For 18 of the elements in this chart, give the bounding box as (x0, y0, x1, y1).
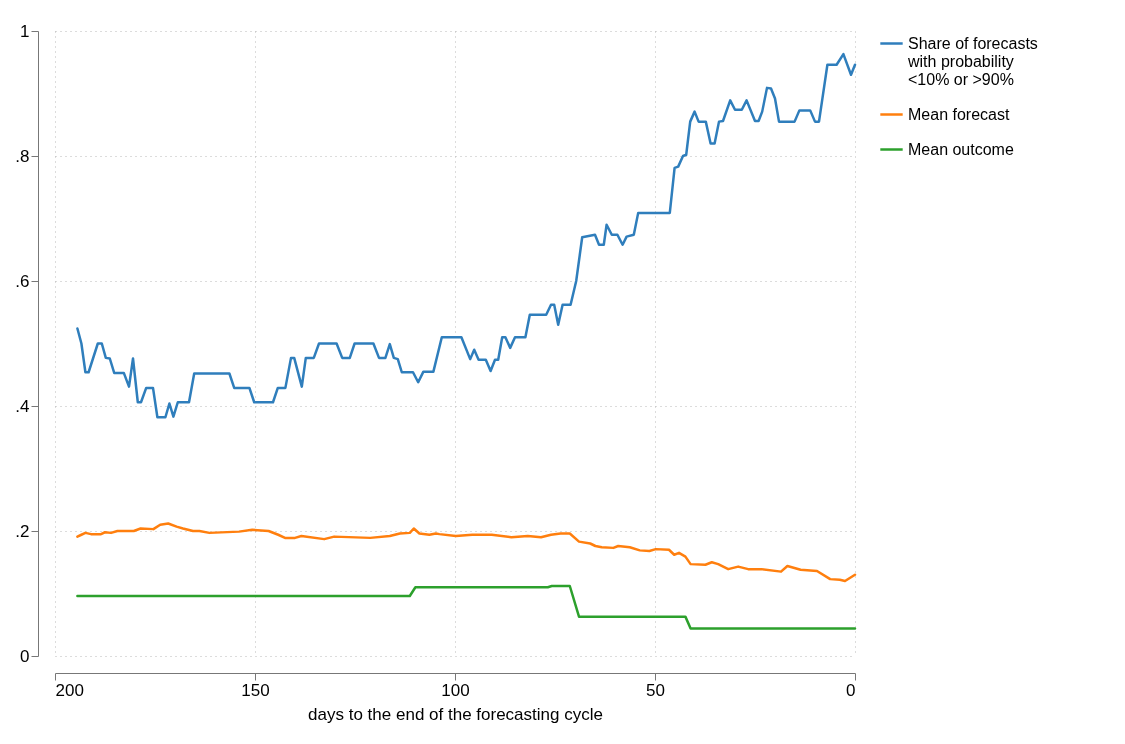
x-axis-title: days to the end of the forecasting cycle (308, 704, 603, 724)
line-series (76, 522, 857, 583)
x-tick-label: 0 (846, 680, 856, 700)
legend-label: Share of forecasts with probability <10% or >90% (907, 34, 1038, 88)
legend-label: Mean forecast (908, 105, 1010, 123)
line-series (76, 52, 857, 419)
x-tick-label: 150 (241, 680, 270, 700)
x-tick-label: 200 (55, 680, 84, 700)
line-series (76, 584, 857, 630)
y-tick-label: .6 (15, 271, 30, 291)
y-tick-label: .8 (15, 146, 30, 166)
x-tick-label: 50 (646, 680, 665, 700)
y-tick-label: 1 (20, 21, 30, 41)
y-tick-label: 0 (20, 646, 30, 666)
y-tick-label: .2 (15, 521, 30, 541)
y-tick-label: .4 (15, 396, 30, 416)
x-tick-label: 100 (441, 680, 470, 700)
legend-label: Mean outcome (908, 140, 1014, 158)
